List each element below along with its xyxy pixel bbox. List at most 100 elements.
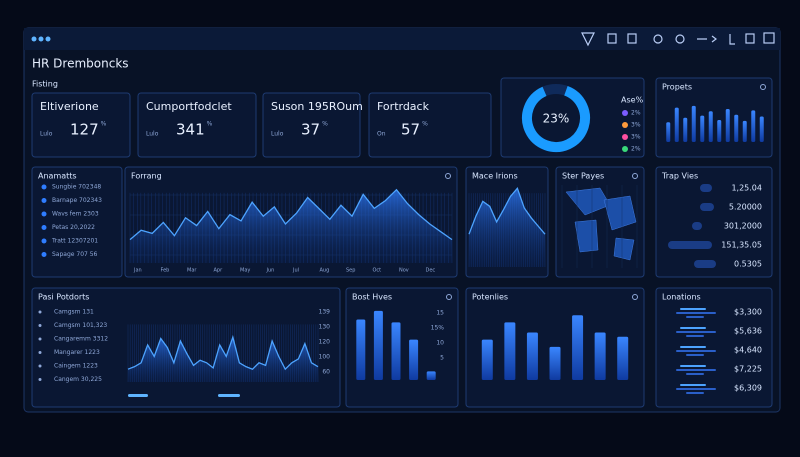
legend-swatch [622,134,628,140]
list-dot [41,211,47,217]
location-bar [686,316,704,318]
icon[interactable] [653,34,663,44]
pill-value: 151,35.05 [721,241,762,250]
bar [594,332,606,380]
bar [409,339,419,380]
pill-value: 0.5305 [734,260,762,269]
x-label: Mar [187,268,197,274]
bar [481,339,493,380]
section-label: Fisting [32,80,58,89]
panel-menu[interactable] [445,173,451,179]
icon[interactable] [697,35,717,43]
x-label: Jan [133,268,142,274]
panel-title: Ster Payes [562,172,604,181]
panel [31,92,131,158]
dot [31,36,37,42]
kpi-unit: % [207,121,213,128]
panel [137,92,257,158]
kpi-unit: % [322,121,328,128]
bar [708,111,713,142]
area-fill [130,189,452,263]
location-bar [680,384,706,386]
map-land [603,195,637,231]
location-bar [676,388,716,390]
location-bar [680,308,706,310]
icon[interactable] [763,32,775,44]
pill [668,241,712,249]
kpi-title: Eltiverione [40,100,99,113]
bar [666,122,671,142]
x-label: May [240,268,250,274]
legend-label: 3% [631,134,641,141]
location-bar [680,327,706,329]
panel-menu[interactable] [632,294,638,300]
list-item: Wavs fem 2303 [52,211,99,218]
icon[interactable] [729,34,735,45]
location-bar [680,346,706,348]
x-label: Jun [266,268,275,274]
icon[interactable] [675,34,685,44]
pill [694,260,716,268]
toolbar-icons[interactable] [581,32,775,47]
area-line [127,334,319,371]
list-dot [38,337,42,341]
panel-menu[interactable] [632,173,638,179]
axis-label: 120 [319,339,331,346]
legend-label: 2% [631,110,641,117]
location-bar [680,365,706,367]
kpi-label: Lulo [40,131,53,138]
list-item: Sapage 707 56 [52,251,98,258]
area-line [129,188,453,241]
location-value: $7,225 [734,365,762,374]
list-item: Camgsm 131 [54,309,94,316]
location-value: $3,300 [734,308,762,317]
list-item: Barnape 702343 [52,197,102,204]
icon[interactable] [607,33,617,44]
list-item: Petas 20,2022 [52,224,95,231]
panel-title: Forrang [131,172,162,181]
list-dot [38,364,42,368]
axis-label: 5 [440,355,444,362]
panel-menu[interactable] [446,294,452,300]
bar [572,315,584,380]
legend-bar[interactable] [218,394,240,397]
map-land [574,219,599,253]
location-bar [686,392,704,394]
legend-bar[interactable] [128,394,148,397]
bar [742,120,747,142]
panel [31,287,341,408]
pill-value: 5.20000 [729,203,762,212]
bar [700,115,705,142]
list-item: Tratt 12307201 [51,238,98,245]
axis-label: 60 [322,369,330,376]
icon[interactable] [745,33,755,44]
kpi-title: Suson 195ROum [271,100,363,113]
bar [674,107,679,142]
dot [45,36,51,42]
bar [617,336,629,380]
icon[interactable] [581,32,595,47]
panel-menu[interactable] [760,84,766,90]
panel-title: Lonations [662,293,701,302]
axis-label: 130 [319,324,331,331]
kpi-value: 57 [401,121,420,139]
dot [38,36,44,42]
axis-label: 10 [436,340,444,347]
bar [691,105,696,142]
kpi-label: Lulo [271,131,284,138]
kpi-unit: % [101,121,107,128]
top-bar [24,28,780,50]
bar [717,120,722,142]
kpi-value: 341 [176,121,205,139]
bar [391,322,401,380]
pill [700,203,714,211]
list-dot [41,252,47,257]
panel [655,287,773,408]
x-label: Oct [373,268,382,274]
icon[interactable] [627,33,637,44]
kpi-title: Fortrdack [377,100,430,113]
legend-label: 2% [631,146,641,153]
bar [504,322,516,380]
panel-title: Anamatts [38,172,77,181]
